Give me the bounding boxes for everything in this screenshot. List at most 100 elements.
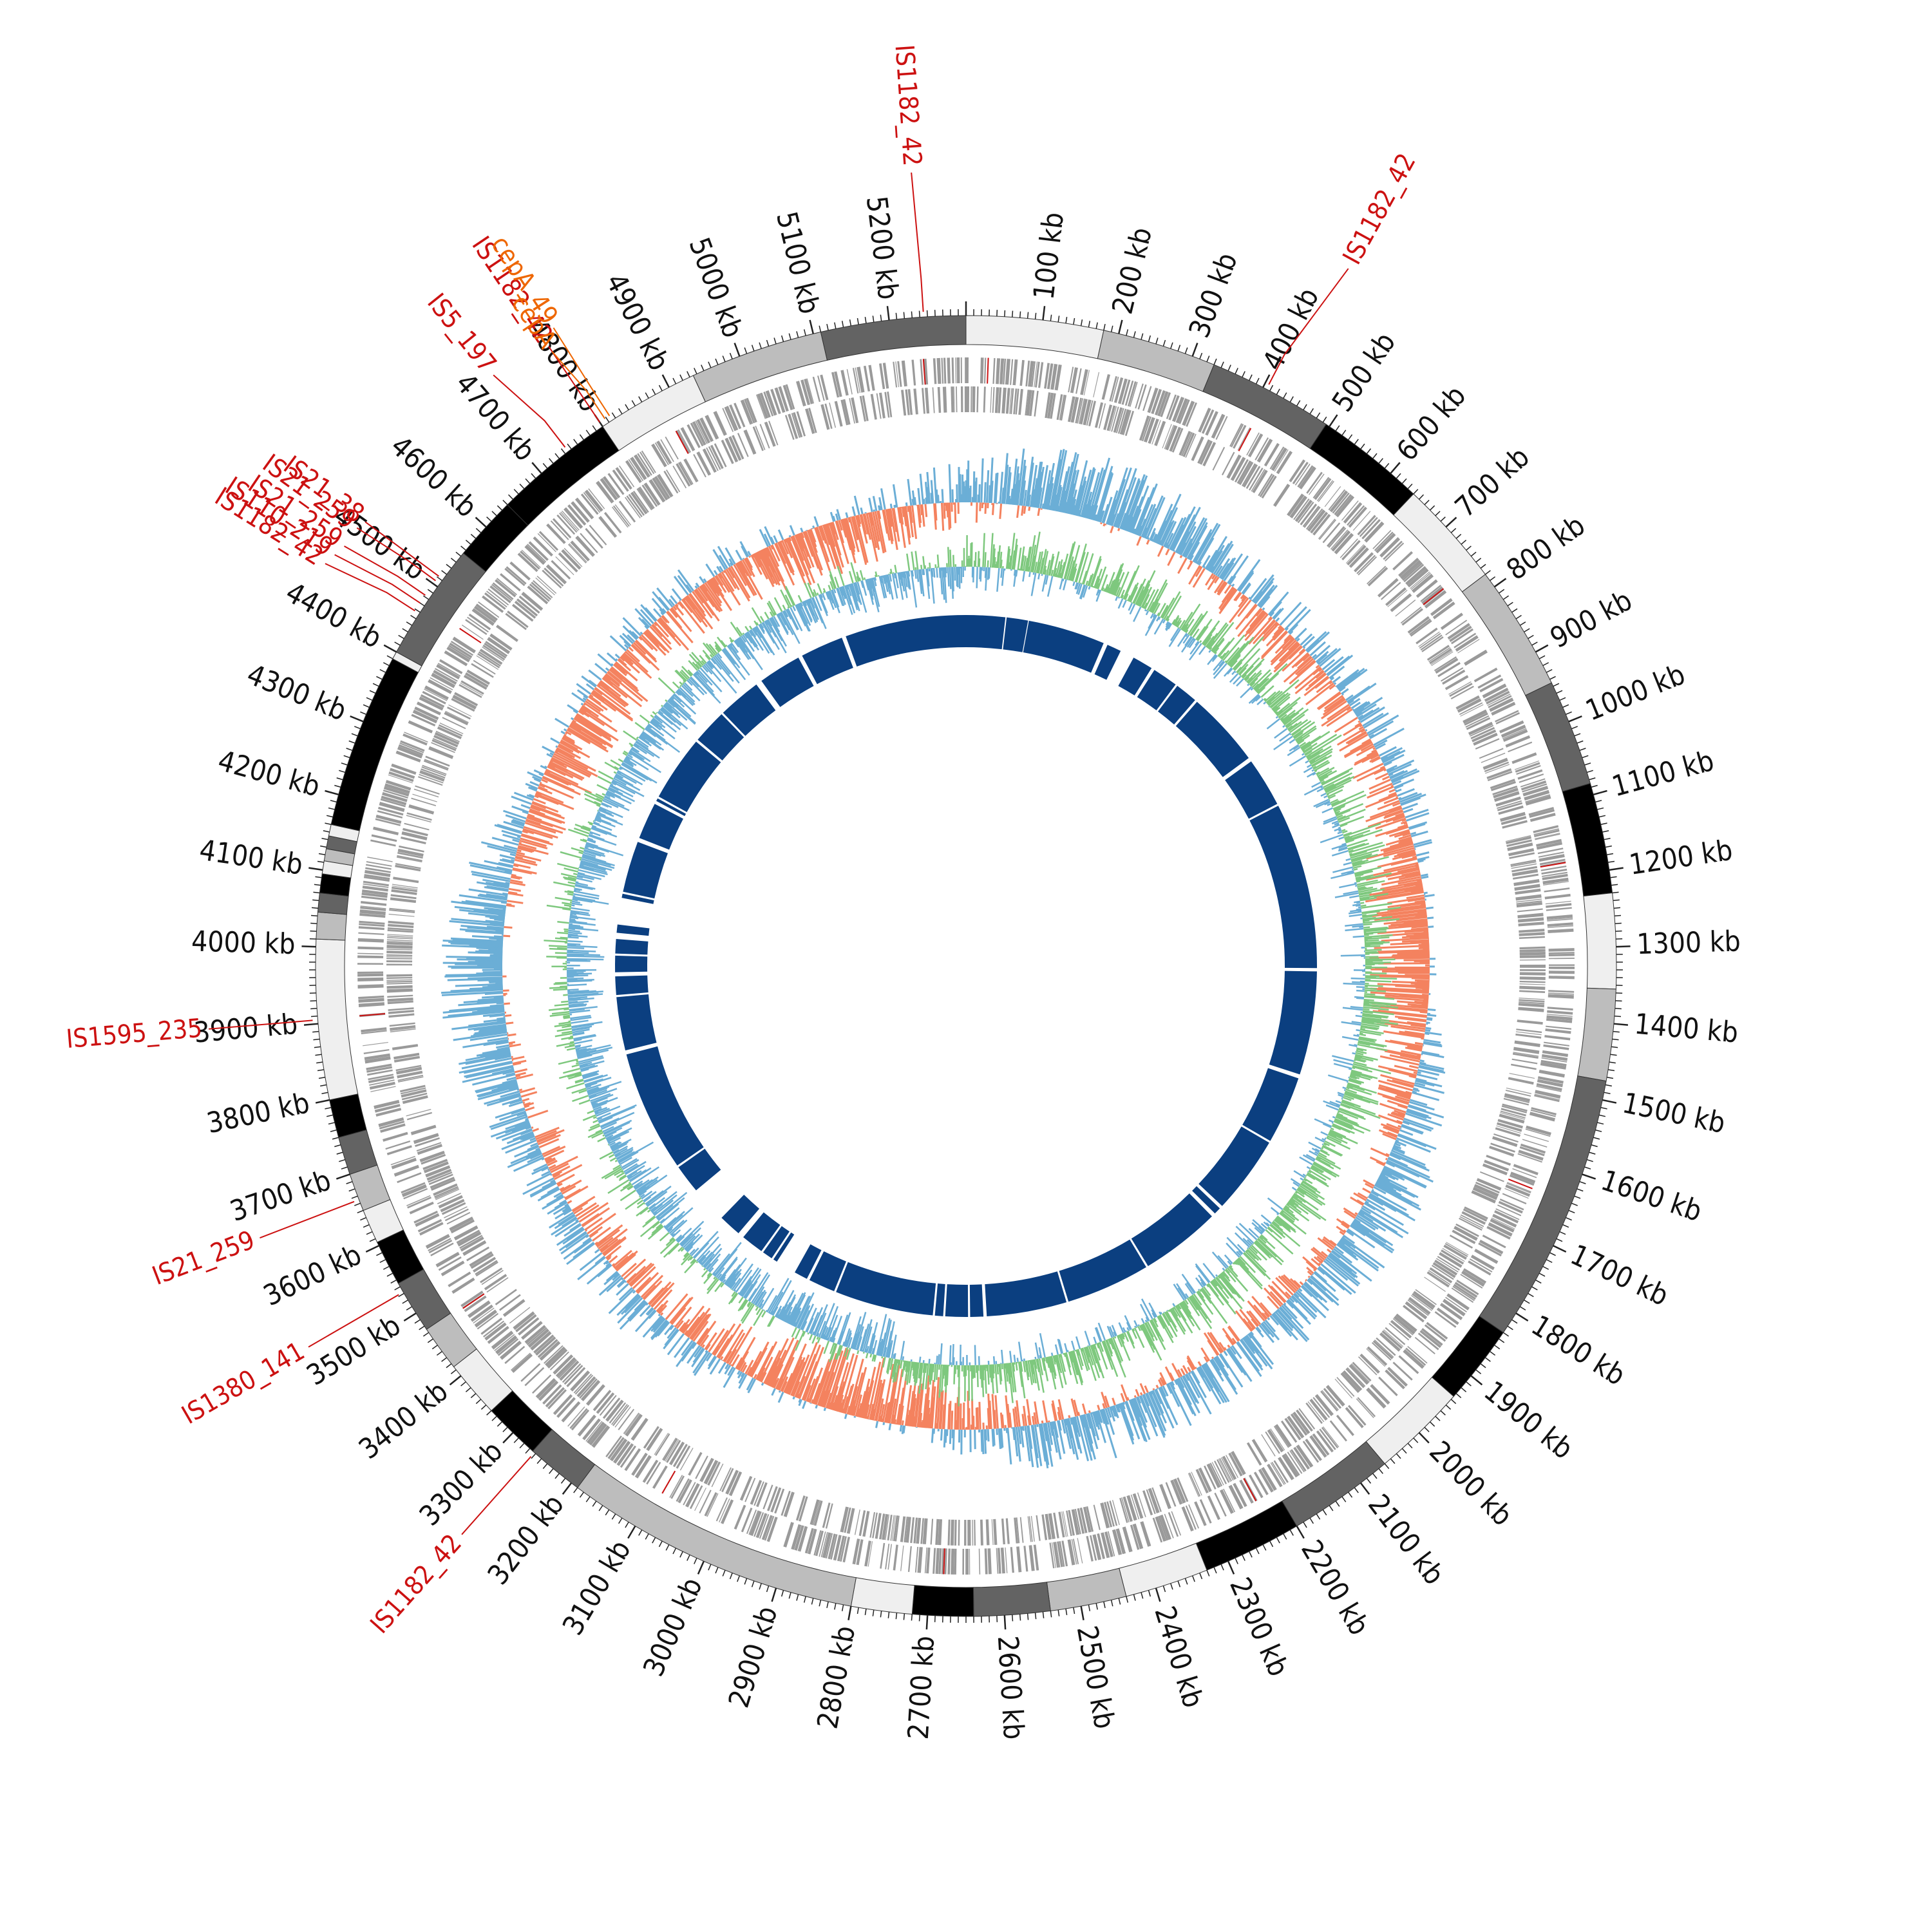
gene-bar [1524, 1133, 1549, 1142]
gene-bar [740, 399, 753, 425]
gc-content-bar [1042, 1400, 1048, 1423]
gene-bar [446, 1211, 471, 1225]
gc-content-bar [705, 563, 715, 578]
gc-content-bar [511, 1056, 525, 1061]
gene-bar [558, 1359, 578, 1379]
gene-bar [1090, 1535, 1097, 1561]
gene-bar [1234, 459, 1249, 483]
gene-bar [509, 561, 531, 581]
gene-bar [1106, 1501, 1115, 1527]
gene-bar [1455, 695, 1480, 710]
gene-bar [468, 613, 491, 630]
gene-bar [589, 524, 607, 545]
gc-skew-bar [1320, 792, 1327, 797]
gene-bar [1495, 1208, 1520, 1220]
gc-content-bar [873, 509, 876, 512]
gene-bar [1435, 658, 1459, 674]
gene-bar [933, 1548, 936, 1574]
gc-content-bar [525, 1117, 529, 1121]
gene-bar [474, 1309, 498, 1328]
gene-bar [825, 1533, 833, 1558]
gc-content-bar [1117, 527, 1121, 531]
gc-content-bar [1110, 526, 1114, 534]
gene-bar [922, 1518, 928, 1544]
gene-bar [1057, 1541, 1063, 1567]
gene-bar [1289, 459, 1306, 482]
gc-content-bar [1413, 1071, 1417, 1075]
gene-bar [428, 679, 452, 694]
gene-bar [907, 1546, 912, 1572]
gene-bar [1493, 788, 1519, 799]
gene-bar [1429, 648, 1452, 665]
gene-bar [1513, 1052, 1539, 1057]
gene-bar [575, 535, 595, 557]
gene-bar [1025, 360, 1030, 387]
gene-bar [904, 1517, 908, 1543]
gene-bar [507, 611, 529, 629]
gene-bar [357, 952, 384, 955]
gene-bar [402, 1095, 428, 1104]
gene-bar [1434, 656, 1457, 672]
gene-bar [537, 1339, 558, 1358]
gene-bar [1086, 1535, 1094, 1562]
gene-bar [1207, 1495, 1221, 1520]
gene-bar [1461, 1270, 1485, 1287]
gc-skew-bar [1122, 600, 1127, 608]
gene-bar [1515, 762, 1540, 773]
gene-bar [1345, 544, 1365, 564]
gene-bar [1471, 1190, 1496, 1204]
gene-bar [1179, 399, 1190, 424]
gc-content-bar [506, 900, 524, 904]
gene-bar [1530, 813, 1556, 822]
gene-bar [397, 1070, 423, 1079]
gc-skew-bar [1364, 934, 1369, 936]
gene-bar [1347, 505, 1365, 526]
gene-bar [1383, 1329, 1404, 1347]
gene-bar [1548, 953, 1575, 957]
gene-bar [1351, 1363, 1370, 1383]
gene-bar [882, 363, 889, 389]
gene-bar [1298, 1408, 1316, 1430]
gene-bar [1488, 1222, 1513, 1237]
gene-bar [1500, 1110, 1526, 1119]
gene-bar [1212, 446, 1226, 471]
gene-bar [1381, 1330, 1403, 1349]
gene-bar [1242, 464, 1258, 488]
gene-bar [1443, 1244, 1467, 1260]
gene-bar [567, 1406, 585, 1427]
gene-bar [1493, 1133, 1519, 1143]
gene-bar [390, 897, 417, 904]
gene-bar [1323, 1426, 1340, 1448]
gene-bar [1520, 778, 1546, 788]
gene-bar [460, 682, 483, 696]
gc-content-bar [549, 752, 554, 756]
gc-content-bar [1139, 1383, 1146, 1394]
gene-bar [1510, 1171, 1536, 1184]
gene-bar [1381, 582, 1401, 600]
gene-bar [1034, 361, 1037, 388]
gene-bar [1086, 400, 1094, 426]
gene-bar [842, 1537, 850, 1563]
gene-bar [400, 1087, 426, 1095]
gene-bar [1357, 1397, 1376, 1417]
gene-bar [1059, 1540, 1065, 1567]
gene-bar [1543, 881, 1569, 886]
gene-bar [491, 1331, 514, 1350]
gene-bar [1053, 1542, 1059, 1568]
gene-bar [419, 696, 444, 711]
gene-bar [386, 985, 413, 989]
gene-bar [744, 399, 755, 424]
gene-bar [371, 834, 397, 842]
gene-bar [1515, 1031, 1542, 1036]
gene-bar [998, 387, 1002, 413]
gene-bar [611, 506, 629, 528]
gene-bar [1385, 1327, 1406, 1345]
gene-bar [1148, 1488, 1160, 1513]
gene-bar [1083, 1506, 1092, 1533]
gc-content-bar [777, 1392, 784, 1403]
gene-bar [491, 583, 513, 601]
gene-bar [1287, 493, 1305, 516]
gene-bar [1159, 1484, 1171, 1510]
gene-bar [910, 1517, 915, 1544]
gene-bar [413, 1133, 439, 1144]
